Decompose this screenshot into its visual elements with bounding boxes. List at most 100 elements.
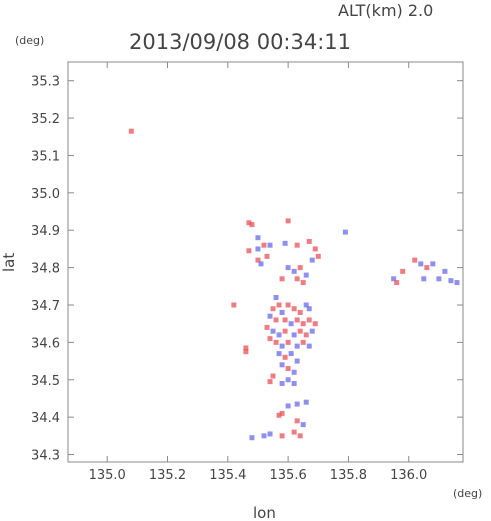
data-point (300, 280, 306, 286)
data-point (297, 309, 303, 315)
data-point (448, 278, 454, 284)
data-point (255, 246, 261, 252)
y-tick-label: 35.1 (31, 149, 60, 164)
x-tick-label: 136.0 (390, 468, 427, 483)
data-point (294, 401, 300, 407)
data-point (267, 431, 273, 437)
data-point (279, 380, 285, 386)
data-point (267, 313, 273, 319)
data-point (309, 257, 315, 263)
x-tick-label: 135.6 (270, 468, 307, 483)
data-point (391, 276, 397, 282)
data-point (291, 429, 297, 435)
data-point (279, 410, 285, 416)
y-tick-label: 34.9 (31, 224, 60, 239)
data-point (243, 345, 249, 351)
data-point (267, 379, 273, 385)
data-point (285, 302, 291, 308)
data-point (430, 261, 436, 267)
data-point (418, 261, 424, 267)
y-tick-label: 34.7 (31, 299, 60, 314)
data-point (267, 336, 273, 342)
data-point (243, 349, 249, 355)
data-point (249, 435, 255, 441)
data-point (246, 248, 252, 254)
y-tick-label: 34.6 (31, 336, 60, 351)
x-unit-label: (deg) (453, 487, 482, 500)
x-tick-label: 135.2 (149, 468, 186, 483)
data-point (297, 433, 303, 439)
data-point (294, 276, 300, 282)
data-points (128, 128, 460, 441)
data-point (421, 276, 427, 282)
x-tick-label: 135.4 (209, 468, 246, 483)
data-point (291, 380, 297, 386)
data-point (285, 377, 291, 383)
data-point (306, 306, 312, 312)
data-point (300, 422, 306, 428)
y-tick-label: 34.5 (31, 374, 60, 389)
data-point (291, 332, 297, 338)
data-point (315, 253, 321, 259)
data-point (288, 351, 294, 357)
data-point (300, 339, 306, 345)
data-point (291, 268, 297, 274)
data-point (291, 369, 297, 375)
data-point (303, 399, 309, 405)
data-point (342, 229, 348, 235)
data-point (270, 306, 276, 312)
data-point (282, 317, 288, 323)
data-point (273, 317, 279, 323)
data-point (309, 328, 315, 334)
data-point (306, 238, 312, 244)
data-point (279, 343, 285, 349)
data-point (285, 339, 291, 345)
data-point (297, 265, 303, 271)
y-tick-label: 35.0 (31, 187, 60, 202)
data-point (128, 128, 134, 134)
data-point (400, 268, 406, 274)
y-axis-label: lat (0, 253, 18, 272)
data-point (294, 343, 300, 349)
y-tick-label: 34.4 (31, 411, 60, 426)
data-point (297, 328, 303, 334)
data-point (279, 276, 285, 282)
data-point (279, 433, 285, 439)
data-point (264, 253, 270, 259)
data-point (249, 222, 255, 228)
x-axis-label: lon (253, 504, 276, 521)
data-point (264, 324, 270, 330)
data-point (285, 403, 291, 409)
data-point (288, 321, 294, 327)
data-point (285, 218, 291, 224)
data-point (276, 302, 282, 308)
data-point (273, 339, 279, 345)
data-point (294, 418, 300, 424)
data-point (436, 276, 442, 282)
data-point (255, 235, 261, 241)
data-point (231, 302, 237, 308)
y-tick-label: 34.3 (31, 449, 60, 464)
data-point (442, 268, 448, 274)
data-point (394, 280, 400, 286)
data-point (294, 358, 300, 364)
data-point (294, 242, 300, 248)
data-point (285, 265, 291, 271)
data-point (424, 265, 430, 271)
data-point (303, 332, 309, 338)
data-point (276, 332, 282, 338)
data-point (306, 343, 312, 349)
data-point (258, 261, 264, 267)
data-point (279, 309, 285, 315)
data-point (270, 328, 276, 334)
altitude-label: ALT(km) 2.0 (338, 1, 433, 20)
data-point (300, 321, 306, 327)
data-point (282, 328, 288, 334)
data-point (282, 354, 288, 360)
data-point (282, 240, 288, 246)
data-point (246, 220, 252, 226)
data-point (303, 302, 309, 308)
data-point (261, 242, 267, 248)
y-tick-label: 35.3 (31, 75, 60, 90)
data-point (285, 366, 291, 372)
